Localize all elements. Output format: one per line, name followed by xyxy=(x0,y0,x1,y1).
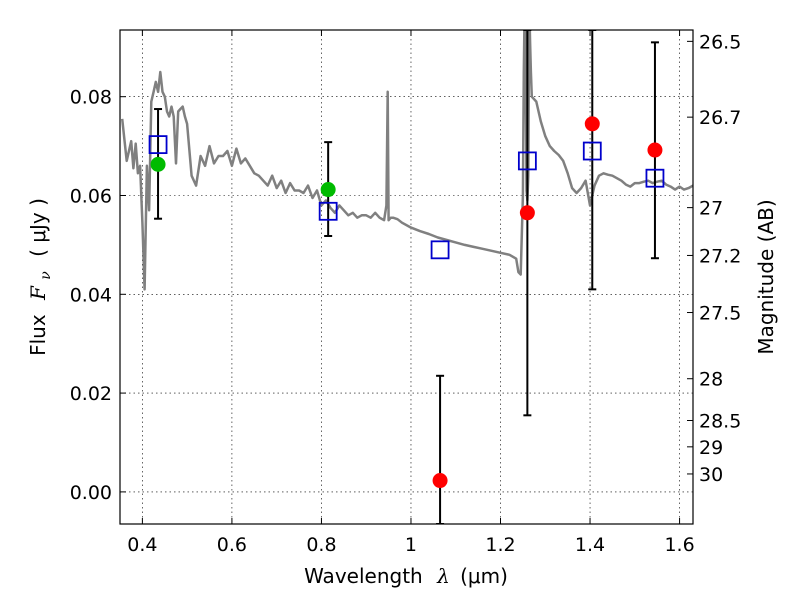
right-tick-label: 30 xyxy=(699,464,723,486)
x-tick-label: 1.2 xyxy=(485,534,515,556)
x-axis-label-symbol: λ xyxy=(436,564,450,588)
model-point xyxy=(430,240,450,260)
model-point xyxy=(318,201,338,221)
x-tick-label: 1.6 xyxy=(664,534,694,556)
right-tick-label: 29 xyxy=(699,437,723,459)
y-axis-label-unit: ( μJy ) xyxy=(26,198,50,257)
upper-limit-point xyxy=(432,473,448,489)
y-axis-right-label: Magnitude (AB) xyxy=(754,199,778,354)
y-axis-label: Flux F ν ( μJy ) xyxy=(26,198,55,356)
upper-limit-point xyxy=(647,142,663,158)
x-tick-label: 0.4 xyxy=(127,534,157,556)
x-axis-label-unit: (μm) xyxy=(460,564,508,588)
y-axis-label-symbol: F xyxy=(26,285,50,301)
right-tick-label: 27.5 xyxy=(699,303,741,325)
y-tick-label: 0.00 xyxy=(70,482,112,504)
upper-limit-point xyxy=(519,205,535,221)
right-tick-label: 28 xyxy=(699,369,723,391)
x-tick-label: 0.6 xyxy=(217,534,247,556)
x-tick-label: 1.4 xyxy=(575,534,605,556)
right-tick-label: 26.5 xyxy=(699,31,741,53)
spectrum-line xyxy=(120,30,693,291)
model-point xyxy=(517,151,537,171)
model-point xyxy=(645,168,665,188)
y-axis-label-text: Flux xyxy=(26,314,50,356)
y-axis-label-sub: ν xyxy=(38,271,54,280)
detection-point xyxy=(320,182,336,198)
model-point xyxy=(148,135,168,155)
y-tick-label: 0.02 xyxy=(70,383,112,405)
plot-frame xyxy=(119,29,694,525)
ticks xyxy=(120,30,693,524)
right-tick-label: 27 xyxy=(699,198,723,220)
x-tick-label: 0.8 xyxy=(306,534,336,556)
right-tick-label: 26.7 xyxy=(699,107,741,129)
right-tick-label: 28.5 xyxy=(699,410,741,432)
y-tick-label: 0.06 xyxy=(70,185,112,207)
x-axis-label: Wavelength λ (μm) xyxy=(304,564,508,588)
plot-area xyxy=(120,30,693,524)
detection-point xyxy=(150,156,166,172)
x-tick-label: 1 xyxy=(405,534,417,556)
y-tick-label: 0.08 xyxy=(70,87,112,109)
upper-limit-point xyxy=(584,116,600,132)
grid xyxy=(120,30,693,524)
right-tick-label: 27.2 xyxy=(699,245,741,267)
tick-labels: 0.4 0.6 0.8 1 1.2 1.4 1.6 0.00 0.02 0.04 0.06 0.08 2… xyxy=(70,31,742,556)
y-tick-label: 0.04 xyxy=(70,284,112,306)
model-point xyxy=(582,141,602,161)
x-axis-label-text: Wavelength xyxy=(304,564,423,588)
